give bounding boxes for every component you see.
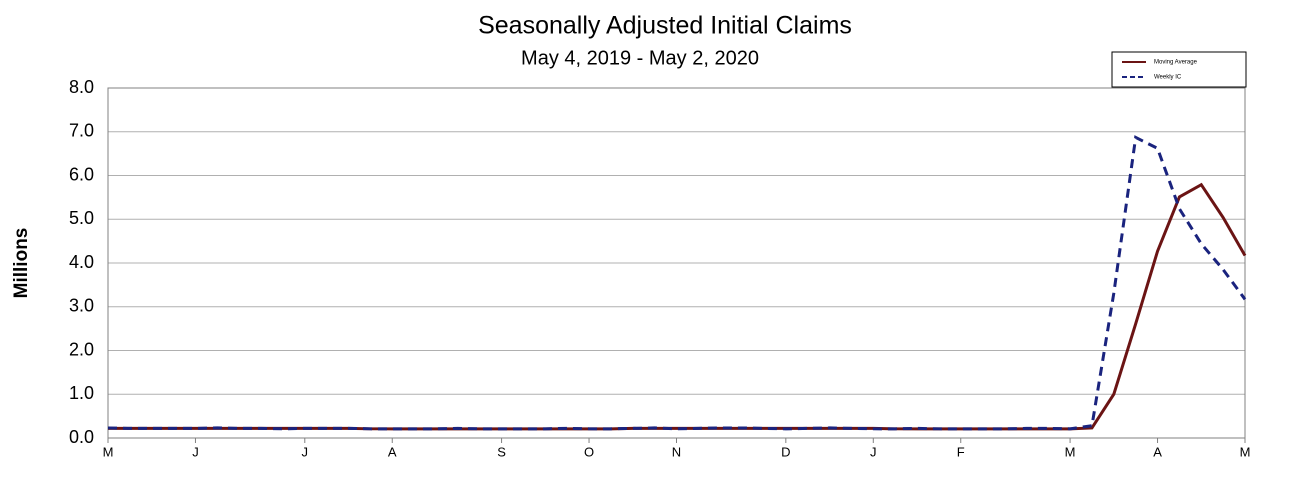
y-tick-label: 0.0 xyxy=(69,427,94,447)
y-tick-label: 3.0 xyxy=(69,296,94,316)
x-tick-label: J xyxy=(302,444,309,459)
x-tick-label: O xyxy=(584,444,594,459)
x-tick-label: J xyxy=(192,444,199,459)
y-tick-label: 5.0 xyxy=(69,208,94,228)
y-axis-label: Millions xyxy=(11,228,32,299)
x-tick-label: A xyxy=(388,444,397,459)
chart-title: Seasonally Adjusted Initial Claims xyxy=(478,12,852,40)
legend-label: Weekly IC xyxy=(1154,75,1182,81)
y-tick-label: 7.0 xyxy=(69,121,94,141)
x-tick-label: M xyxy=(1065,444,1076,459)
legend-label: Moving Average xyxy=(1154,60,1198,66)
y-tick-label: 1.0 xyxy=(69,383,94,403)
x-tick-label: N xyxy=(672,444,681,459)
x-tick-label: J xyxy=(870,444,877,459)
legend-box xyxy=(1111,51,1247,88)
x-tick-label: F xyxy=(957,444,965,459)
line-series xyxy=(107,135,1247,431)
x-tick-label: M xyxy=(103,444,114,459)
y-tick-label: 2.0 xyxy=(69,339,94,359)
x-tick-label: M xyxy=(1240,444,1251,459)
y-tick-label: 4.0 xyxy=(69,252,94,272)
x-tick-label: S xyxy=(497,444,506,459)
chart-subtitle: May 4, 2019 - May 2, 2020 xyxy=(521,47,759,69)
y-tick-label: 8.0 xyxy=(69,77,94,97)
y-tick-label: 6.0 xyxy=(69,164,94,184)
x-tick-label: D xyxy=(781,444,790,459)
x-tick-label: A xyxy=(1153,444,1162,459)
